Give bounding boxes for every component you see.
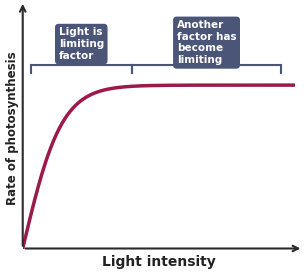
Text: Another
factor has
become
limiting: Another factor has become limiting bbox=[177, 20, 236, 65]
Y-axis label: Rate of photosynthesis: Rate of photosynthesis bbox=[5, 51, 19, 205]
X-axis label: Light intensity: Light intensity bbox=[102, 255, 216, 270]
Text: Light is
limiting
factor: Light is limiting factor bbox=[59, 28, 104, 61]
